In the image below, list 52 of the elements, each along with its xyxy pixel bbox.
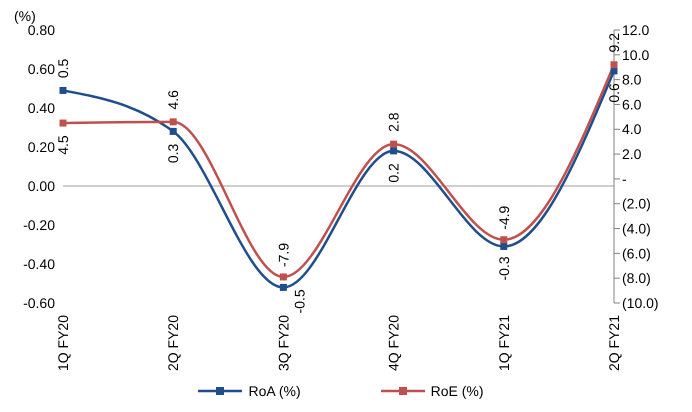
x-tick-label: 1Q FY21 xyxy=(496,314,512,372)
y2-tick-label: 2.0 xyxy=(622,146,642,162)
y2-tick-label: 4.0 xyxy=(622,121,642,138)
y2-tick-label: - xyxy=(622,170,627,187)
y2-tick-label: 8.0 xyxy=(622,72,642,88)
y2-tick-label: (8.0) xyxy=(622,270,651,286)
point xyxy=(280,284,287,291)
x-tick-label: 2Q FY20 xyxy=(165,314,182,372)
point xyxy=(280,273,287,280)
y2-tick-label: (2.0) xyxy=(622,196,651,212)
data-label: 4.5 xyxy=(55,135,71,155)
x-tick-label: 1Q FY20 xyxy=(55,314,71,372)
point xyxy=(390,147,398,154)
y-tick-label: 0.00 xyxy=(28,178,56,194)
data-label: 0.5 xyxy=(55,58,71,78)
y2-tick-label: 12.0 xyxy=(622,22,650,38)
y-tick-label: -0.40 xyxy=(23,256,56,272)
y-tick-label: 0.20 xyxy=(28,138,56,155)
point xyxy=(170,128,177,135)
x-tick-label: 3Q FY20 xyxy=(275,314,292,372)
legend-label: RoE (%) xyxy=(430,383,484,399)
y-tick-label: -0.60 xyxy=(23,294,56,311)
y-tick-label: 0.60 xyxy=(28,60,56,77)
y-axis-title: (%) xyxy=(14,8,36,24)
y2-tick-label: 6.0 xyxy=(622,96,642,112)
point xyxy=(60,120,66,127)
point xyxy=(500,236,508,244)
data-label: -0.5 xyxy=(291,289,308,314)
data-label: 2.8 xyxy=(386,112,402,132)
data-label: 0.3 xyxy=(165,143,182,164)
y-tick-label: -0.20 xyxy=(23,216,56,233)
x-tick-label: 2Q FY21 xyxy=(606,314,622,372)
data-label: -0.3 xyxy=(496,256,512,281)
y2-tick-label: (6.0) xyxy=(622,245,651,262)
data-label: 0.6 xyxy=(606,83,622,103)
data-label: -4.9 xyxy=(496,205,512,230)
point xyxy=(390,140,398,148)
data-label: 9.2 xyxy=(606,32,622,52)
y2-tick-label: (10.0) xyxy=(622,294,659,311)
x-tick-label: 4Q FY20 xyxy=(386,314,402,372)
y2-tick-label: 10.0 xyxy=(622,46,650,63)
legend-label: RoA (%) xyxy=(247,383,301,399)
data-label: -7.9 xyxy=(275,242,292,268)
y2-tick-label: (4.0) xyxy=(622,220,651,237)
point xyxy=(500,242,508,250)
point xyxy=(610,67,618,74)
data-label: 4.6 xyxy=(165,90,182,110)
point xyxy=(170,118,177,126)
point xyxy=(60,86,66,94)
data-label: 0.2 xyxy=(386,162,402,183)
y-tick-label: 0.40 xyxy=(28,100,56,116)
point xyxy=(610,61,618,68)
